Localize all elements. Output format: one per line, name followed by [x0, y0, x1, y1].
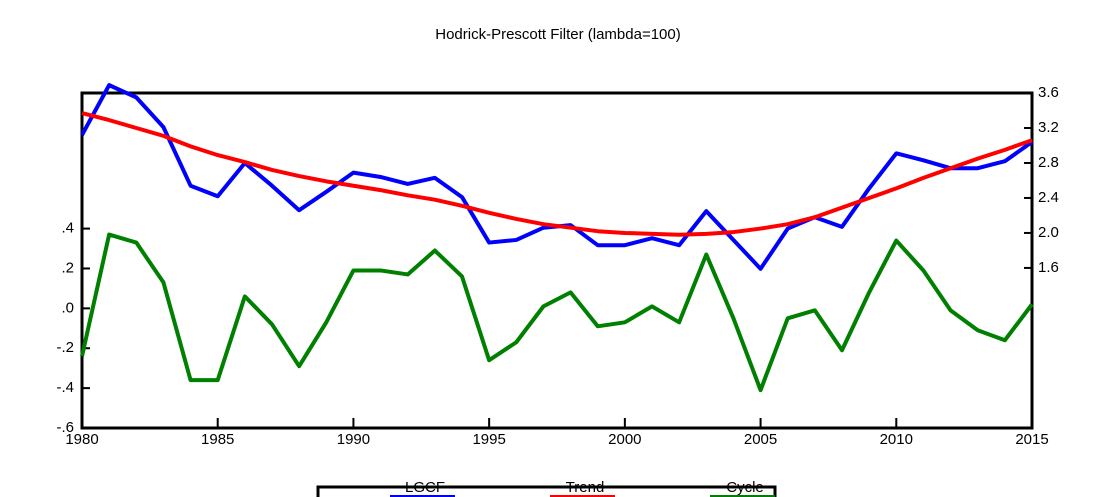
x-tick-label: 2000 [608, 431, 641, 448]
y-tick-label: -.6 [56, 419, 74, 436]
series-line [80, 83, 1034, 271]
series-line [81, 111, 1033, 237]
y2-tick-label: 2.4 [1038, 189, 1059, 206]
y-tick-label: .4 [61, 220, 74, 237]
y2-tick-label: 3.6 [1038, 84, 1059, 101]
x-tick-label: 1990 [337, 431, 370, 448]
legend-box [316, 485, 777, 497]
x-tick-label: 2010 [880, 431, 913, 448]
x-tick-label: 1985 [201, 431, 234, 448]
x-tick-label: 2015 [1015, 431, 1048, 448]
y2-tick-label: 3.2 [1038, 119, 1059, 136]
series-line [80, 232, 1034, 393]
y2-tick-label: 1.6 [1038, 259, 1059, 276]
x-tick-label: 1995 [472, 431, 505, 448]
x-tick-label: 2005 [744, 431, 777, 448]
y-tick-label: -.2 [56, 339, 74, 356]
y-tick-label: .0 [61, 299, 74, 316]
chart-title: Hodrick-Prescott Filter (lambda=100) [435, 26, 681, 43]
legend-label: Trend [566, 479, 605, 496]
legend-label: Cycle [726, 479, 764, 496]
plot-frame [80, 91, 1034, 430]
y2-tick-label: 2.0 [1038, 224, 1059, 241]
y-tick-label: .2 [61, 259, 74, 276]
y-tick-label: -.4 [56, 379, 74, 396]
legend-label: LGCF [405, 479, 445, 496]
y2-tick-label: 2.8 [1038, 154, 1059, 171]
x-tick-label: 1980 [65, 431, 98, 448]
